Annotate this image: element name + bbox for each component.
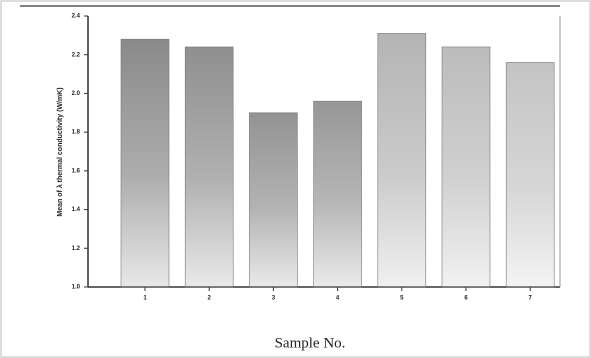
y-tick-label: 1.8 xyxy=(72,130,81,136)
bar xyxy=(377,33,427,288)
x-axis-label: Sample No. xyxy=(275,335,346,351)
y-tick-label: 2.4 xyxy=(72,14,81,20)
x-tick-label: 4 xyxy=(336,296,340,302)
bar xyxy=(184,46,234,288)
bar xyxy=(505,62,555,288)
y-axis-label: Mean of λ thermal conductivity (W/mK) xyxy=(56,87,64,216)
y-tick-label: 1.6 xyxy=(72,168,81,174)
bar xyxy=(249,112,298,288)
x-tick-label: 5 xyxy=(400,296,404,302)
x-tick-label: 1 xyxy=(143,296,147,302)
y-tick-label: 2.0 xyxy=(72,91,81,97)
x-tick-label: 3 xyxy=(272,296,276,302)
x-tick-label: 7 xyxy=(529,296,533,302)
y-tick-label: 1.2 xyxy=(72,246,81,252)
bar xyxy=(313,100,362,288)
bar xyxy=(120,38,170,288)
x-tick-label: 6 xyxy=(464,296,468,302)
y-tick-label: 2.2 xyxy=(72,52,81,58)
x-tick-label: 2 xyxy=(208,296,212,302)
y-tick-label: 1.0 xyxy=(72,285,81,291)
bar xyxy=(441,46,491,288)
y-tick-label: 1.4 xyxy=(72,207,81,213)
